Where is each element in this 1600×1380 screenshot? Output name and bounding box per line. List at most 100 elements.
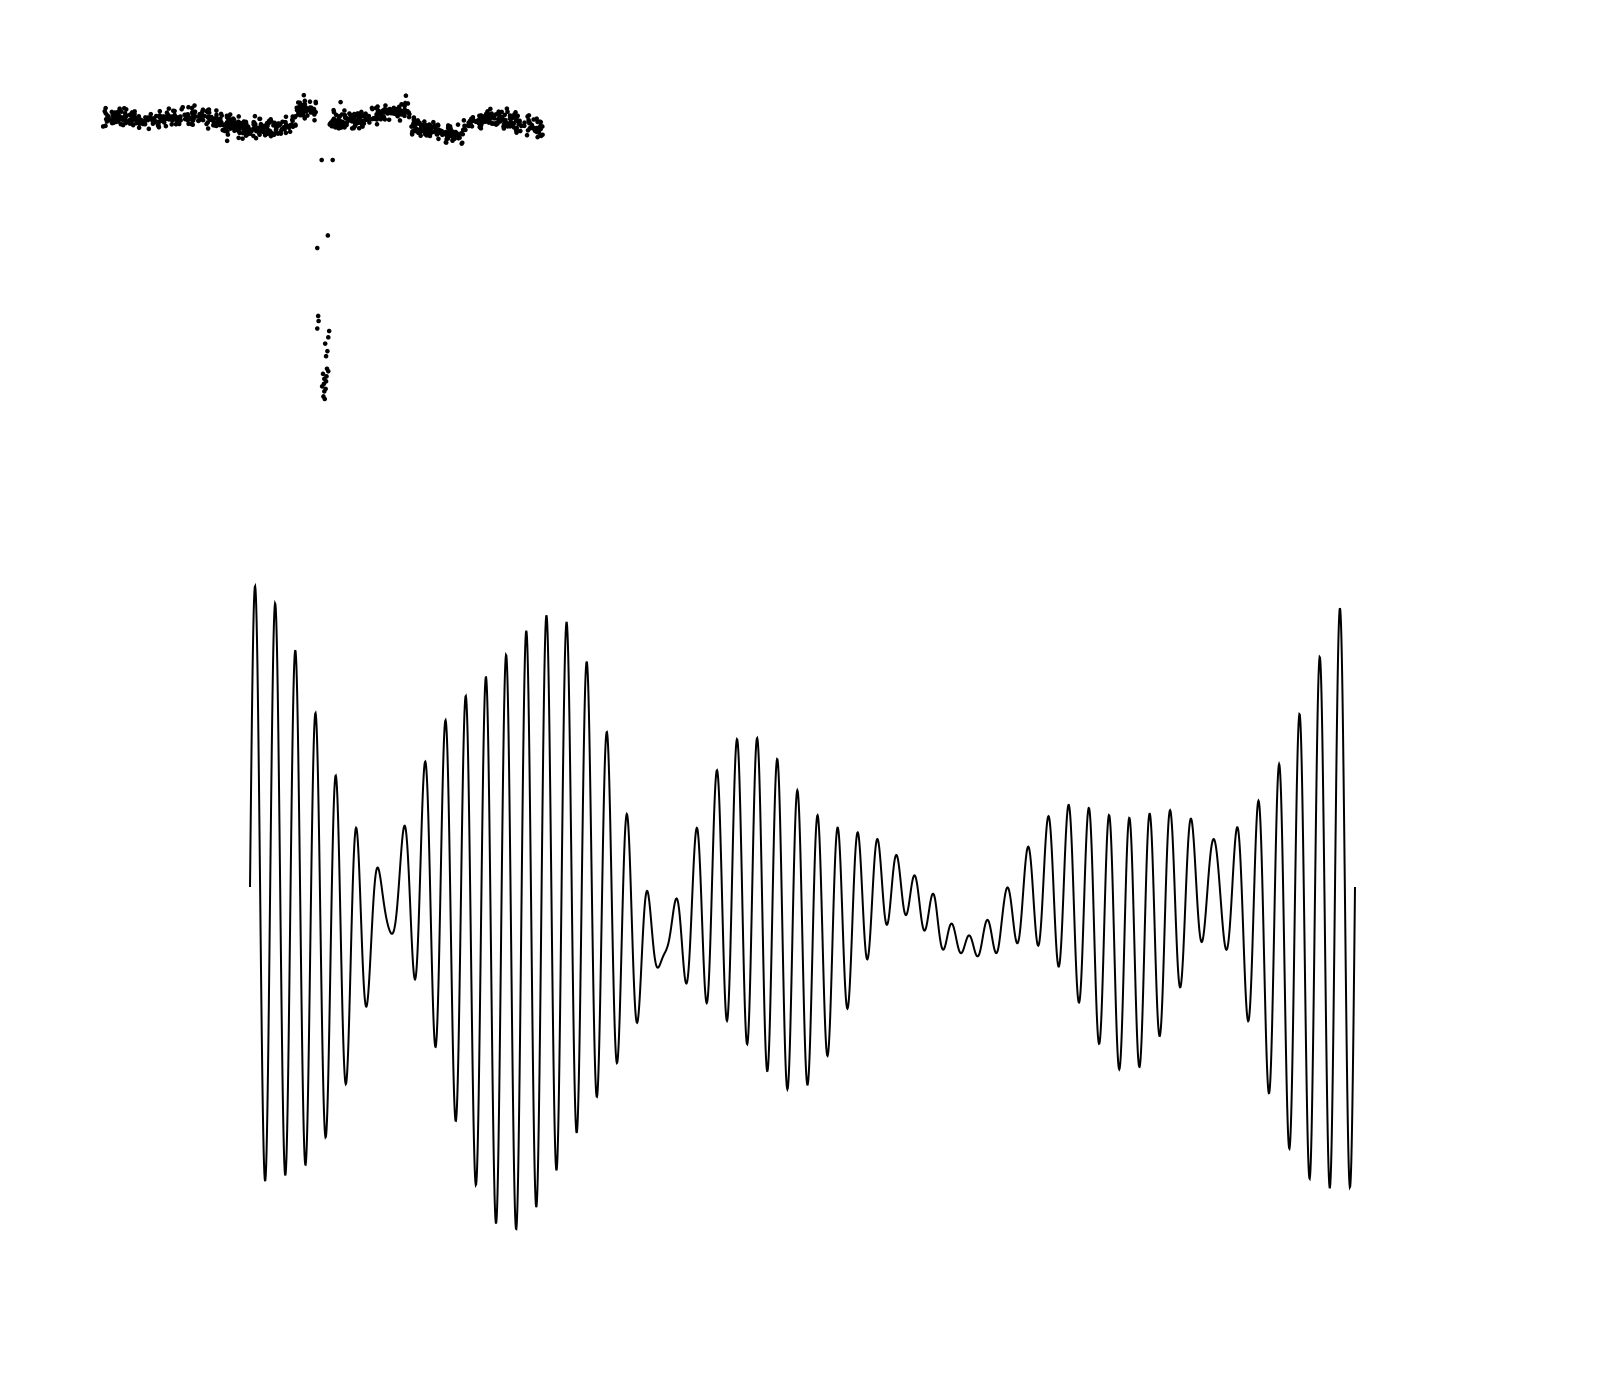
- scatter-point: [529, 122, 535, 128]
- scatter-point: [277, 122, 283, 127]
- signal-line: [249, 582, 1356, 1231]
- scatter-point: [176, 115, 181, 120]
- scatter-point: [483, 119, 488, 124]
- scatter-point: [139, 119, 144, 125]
- scatter-point: [236, 114, 242, 119]
- scatter-point: [356, 125, 362, 131]
- scatter-point: [283, 124, 288, 129]
- scatter-point: [103, 123, 108, 129]
- scatter-point: [123, 113, 129, 119]
- scatter-point: [526, 119, 532, 125]
- scatter-point: [134, 120, 139, 126]
- scatter-point: [496, 117, 501, 122]
- scatter-point: [277, 130, 283, 135]
- scatter-point: [157, 108, 163, 114]
- line-panel: [249, 582, 1356, 1231]
- scatter-point: [347, 111, 352, 116]
- scatter-point: [172, 108, 177, 114]
- scatter-point: [516, 122, 521, 127]
- scatter-point: [369, 105, 375, 111]
- scatter-point: [297, 110, 302, 115]
- scatter-point: [224, 113, 230, 119]
- scatter-point: [324, 374, 329, 379]
- scatter-point: [228, 124, 234, 130]
- scatter-point: [255, 125, 261, 131]
- scatter-point: [224, 138, 230, 144]
- scatter-point: [538, 123, 543, 129]
- scatter-point: [300, 112, 306, 118]
- scatter-point: [252, 113, 258, 119]
- scatter-point: [385, 107, 391, 113]
- scatter-point: [123, 118, 128, 124]
- scatter-point: [331, 109, 337, 115]
- scatter-point: [129, 115, 135, 121]
- scatter-point: [469, 116, 474, 122]
- scatter-point: [336, 113, 342, 119]
- scatter-point: [536, 130, 542, 136]
- scatter-point: [459, 140, 465, 146]
- scatter-point: [235, 125, 241, 131]
- scatter-point: [308, 110, 314, 115]
- scatter-point: [422, 119, 427, 124]
- scatter-point: [166, 106, 172, 111]
- scatter-point: [389, 109, 395, 114]
- scatter-point: [411, 117, 417, 122]
- scatter-point: [436, 136, 441, 142]
- scatter-point: [431, 119, 436, 125]
- scatter-point: [312, 117, 317, 123]
- scatter-point: [352, 118, 358, 123]
- scatter-point: [403, 100, 408, 106]
- scatter-point: [507, 124, 513, 129]
- scatter-point: [417, 127, 422, 132]
- scatter-series: [100, 92, 545, 402]
- scatter-point: [218, 111, 224, 117]
- scatter-point: [161, 120, 167, 125]
- scatter-point: [295, 100, 301, 105]
- scatter-point: [127, 121, 133, 126]
- scatter-point: [290, 114, 296, 119]
- scatter-point: [265, 123, 270, 129]
- scatter-point: [457, 135, 462, 141]
- scatter-point: [283, 119, 288, 125]
- scatter-point: [214, 108, 219, 113]
- scatter-point: [322, 389, 327, 394]
- scatter-point: [226, 118, 232, 123]
- scatter-point: [505, 109, 510, 115]
- scatter-point: [447, 126, 453, 131]
- scatter-point: [488, 106, 493, 112]
- scatter-point: [449, 129, 454, 135]
- scatter-point: [190, 114, 196, 120]
- scatter-point: [261, 129, 266, 135]
- scatter-point: [196, 118, 201, 124]
- scatter-point: [461, 118, 467, 123]
- scatter-point: [427, 132, 433, 137]
- scatter-point: [211, 121, 217, 126]
- scatter-point: [366, 113, 372, 119]
- scatter-point: [439, 128, 445, 134]
- scatter-point: [325, 348, 330, 354]
- scatter-point: [490, 115, 496, 120]
- scatter-point: [351, 124, 357, 130]
- scatter-point: [342, 108, 347, 113]
- scatter-point: [535, 134, 540, 140]
- scatter-point: [223, 122, 229, 128]
- scatter-point: [319, 384, 325, 389]
- scatter-point: [204, 121, 209, 127]
- scatter-point: [307, 99, 313, 105]
- scatter-point: [315, 313, 321, 319]
- scatter-point: [348, 117, 354, 123]
- scatter-point: [220, 127, 225, 133]
- scatter-point: [200, 107, 206, 113]
- scatter-point: [489, 121, 495, 127]
- scatter-point: [148, 111, 154, 117]
- scatter-point: [493, 120, 499, 126]
- scatter-point: [265, 131, 270, 137]
- scatter-point: [136, 125, 142, 131]
- scatter-point: [241, 126, 247, 132]
- scatter-point: [322, 341, 328, 346]
- scatter-point: [215, 117, 220, 122]
- scatter-point: [356, 113, 361, 118]
- scatter-point: [397, 118, 403, 123]
- scatter-point: [325, 335, 331, 340]
